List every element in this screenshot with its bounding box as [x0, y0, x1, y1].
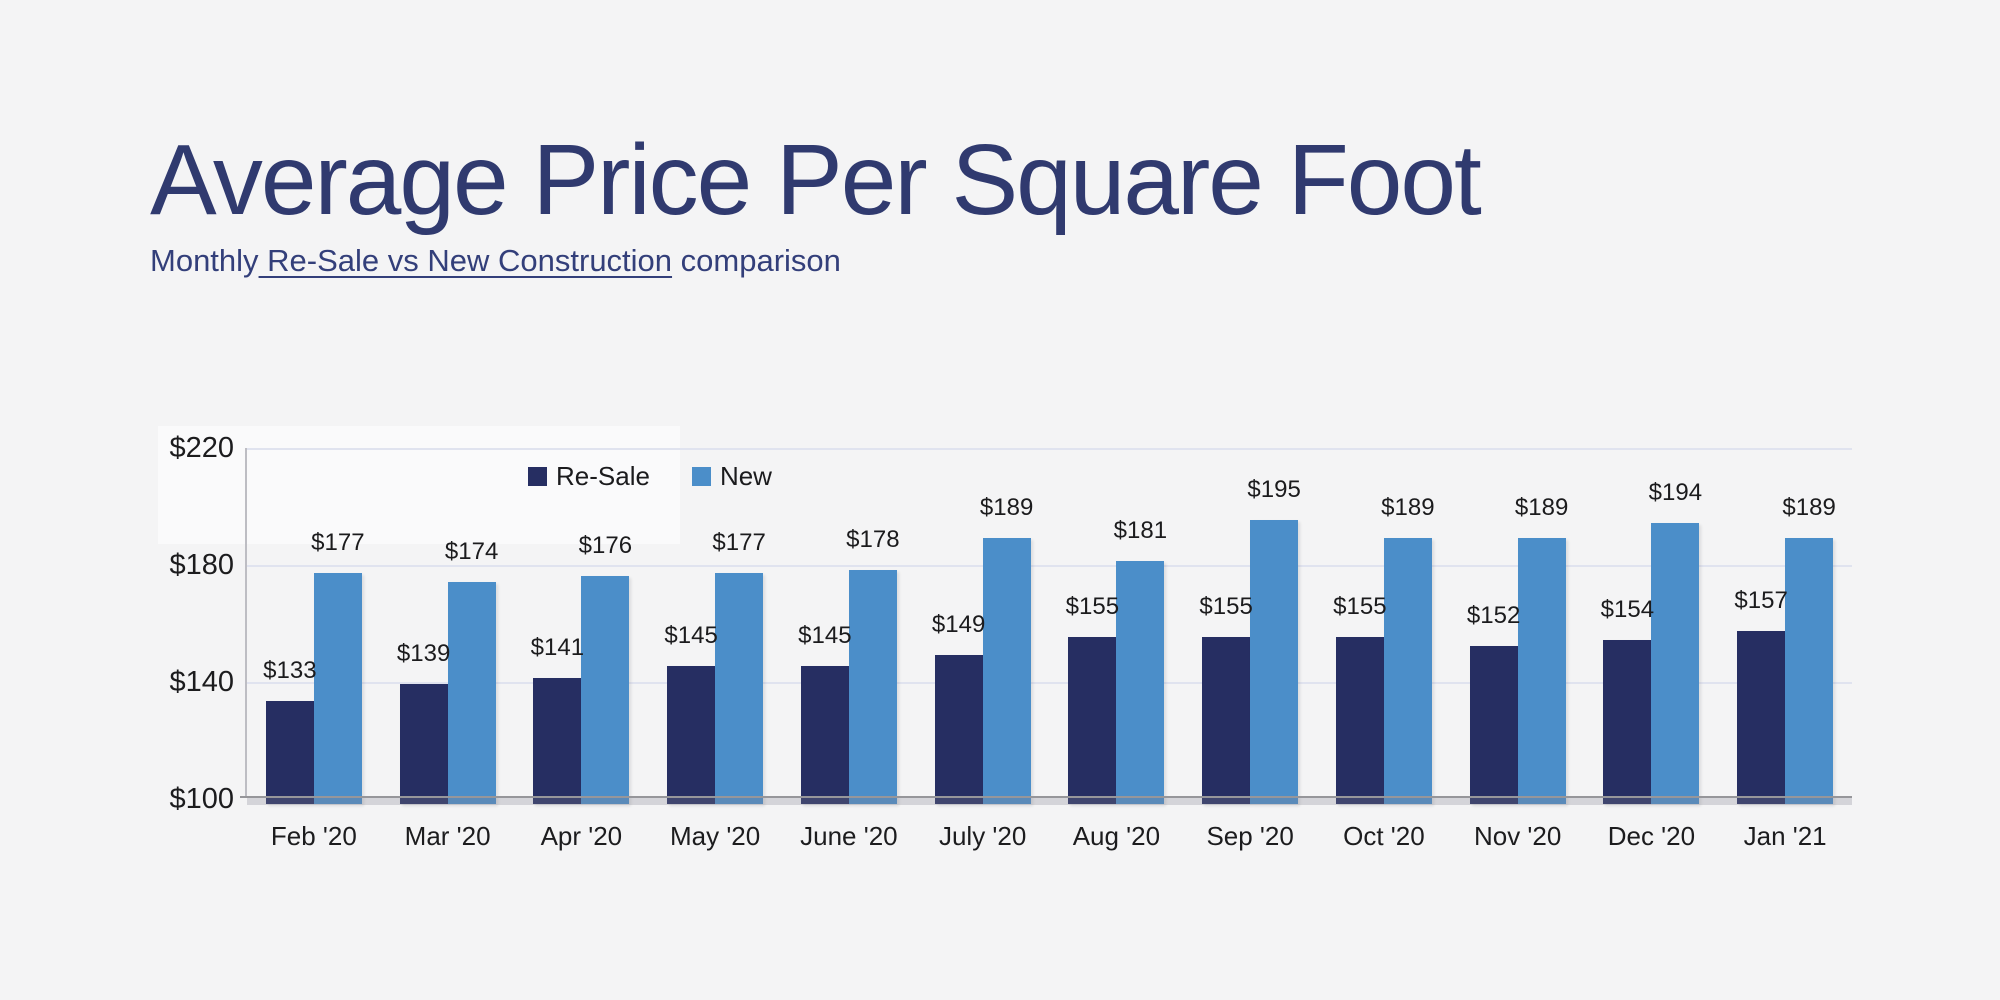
bar-value-label: $174	[444, 537, 499, 565]
legend-label-new: New	[719, 460, 772, 491]
bar-value-label: $155	[1199, 593, 1253, 621]
x-tick-label: June '20	[800, 821, 898, 851]
bar-resale	[800, 666, 849, 804]
x-tick-label: Feb '20	[270, 821, 357, 851]
page-subtitle: Monthly Re-Sale vs New Construction comp…	[150, 243, 841, 279]
bar-resale	[1335, 637, 1384, 804]
legend: Re-Sale New	[528, 460, 772, 492]
subtitle-underlined-text: Re-Sale vs New Construction	[258, 243, 673, 278]
bar-value-label: $194	[1648, 479, 1703, 507]
bar-resale	[265, 701, 314, 804]
bar-new	[447, 581, 496, 804]
bar-new	[848, 569, 897, 804]
bar-new	[581, 575, 630, 804]
y-tick-label: $220	[169, 432, 234, 464]
plot-area	[247, 448, 1852, 804]
bar-value-label: $133	[263, 657, 317, 685]
legend-swatch-new	[691, 466, 711, 486]
gridline	[247, 682, 1852, 684]
bar-resale	[1068, 637, 1117, 804]
x-tick-label: Oct '20	[1343, 821, 1425, 851]
bar-value-label: $178	[846, 525, 900, 553]
subtitle-prefix: Monthly	[150, 243, 259, 278]
bar-resale	[934, 654, 983, 804]
bar-value-label: $177	[712, 528, 766, 556]
bar-value-label: $154	[1600, 596, 1655, 624]
bar-resale	[533, 678, 582, 804]
x-tick-label: Aug '20	[1072, 821, 1161, 851]
legend-swatch-resale	[528, 466, 547, 486]
gridline	[247, 448, 1852, 450]
bar-value-label: $177	[311, 528, 365, 556]
bar-resale	[399, 683, 448, 804]
legend-item-new: New	[691, 460, 772, 492]
bar-value-label: $139	[396, 639, 451, 667]
x-tick-label: Apr '20	[540, 821, 623, 851]
legend-label-resale: Re-Sale	[556, 460, 650, 491]
bar-value-label: $155	[1065, 593, 1120, 621]
bar-value-label: $176	[578, 531, 633, 559]
bar-new	[1785, 537, 1834, 804]
bar-value-label: $145	[664, 622, 718, 650]
bar-value-label: $157	[1734, 587, 1788, 615]
y-tick-label: $140	[169, 666, 234, 698]
bar-resale	[667, 666, 716, 804]
bar-resale	[1737, 631, 1786, 804]
y-tick-label: $180	[169, 549, 234, 581]
x-tick-label: July '20	[938, 821, 1027, 851]
y-tick-label: $100	[169, 783, 234, 815]
x-tick-label: Nov '20	[1473, 821, 1562, 851]
bar-new	[715, 572, 764, 804]
bar-value-label: $189	[1381, 493, 1435, 521]
bar-value-label: $189	[1782, 493, 1836, 521]
x-tick-label: Jan '21	[1743, 821, 1827, 851]
x-tick-label: Dec '20	[1607, 821, 1696, 851]
bar-value-label: $189	[979, 493, 1034, 521]
bar-new	[313, 572, 362, 804]
bar-value-label: $189	[1514, 493, 1569, 521]
x-axis-line	[240, 796, 1852, 798]
bar-new	[1250, 520, 1299, 804]
bar-value-label: $141	[530, 634, 585, 662]
bar-value-label: $195	[1247, 476, 1301, 504]
legend-item-resale: Re-Sale	[528, 461, 650, 492]
bar-resale	[1603, 640, 1652, 804]
bar-new	[982, 537, 1031, 804]
gridline	[247, 565, 1852, 567]
baseline-shadow	[247, 798, 1852, 805]
x-tick-label: May '20	[670, 821, 761, 851]
bar-value-label: $149	[931, 610, 986, 638]
x-tick-label: Sep '20	[1206, 821, 1294, 851]
bar-resale	[1202, 637, 1251, 804]
subtitle-suffix: comparison	[672, 243, 841, 278]
bar-value-label: $155	[1333, 593, 1387, 621]
bar-new	[1383, 537, 1432, 804]
bar-new	[1116, 561, 1165, 804]
x-tick-label: Mar '20	[404, 821, 491, 851]
bar-value-label: $145	[798, 622, 852, 650]
y-axis-line	[245, 448, 247, 798]
bar-value-label: $181	[1113, 517, 1168, 545]
bar-resale	[1469, 645, 1518, 804]
bar-value-label: $152	[1466, 601, 1521, 629]
bar-new	[1517, 537, 1566, 804]
page-title: Average Price Per Square Foot	[150, 124, 1482, 236]
bar-new	[1651, 523, 1700, 804]
